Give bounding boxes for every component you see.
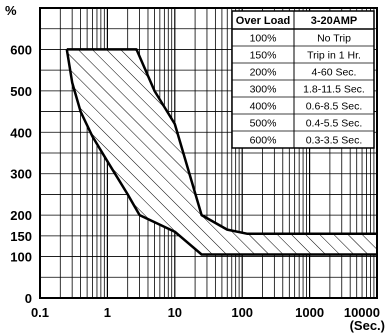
y-tick-label: 600 bbox=[10, 42, 32, 57]
overload-table: Over Load 3-20AMP 100% No Trip 150% Trip in 1… bbox=[231, 10, 375, 149]
table-cell: 0.3-3.5 Sec. bbox=[306, 135, 363, 147]
table-cell: 0.6-8.5 Sec. bbox=[306, 101, 363, 113]
table-cell: 500% bbox=[250, 118, 277, 130]
x-tick-label: 10 bbox=[168, 305, 182, 320]
table-frame bbox=[231, 10, 375, 149]
min-trip-curve bbox=[65, 49, 377, 256]
table-cell: 4-60 Sec. bbox=[312, 67, 357, 79]
table-cell: 1.8-11.5 Sec. bbox=[303, 84, 365, 96]
band-hatching bbox=[66, 49, 377, 255]
table-cell: 400% bbox=[250, 101, 277, 113]
y-tick-label: 500 bbox=[10, 84, 32, 99]
table-cell: 300% bbox=[250, 84, 277, 96]
table-cell: 600% bbox=[250, 135, 277, 147]
table-cell: 150% bbox=[250, 50, 277, 62]
table-cell: 200% bbox=[250, 67, 277, 79]
plot-frame bbox=[39, 7, 378, 299]
x-axis-ticks: 0.1 1 10 100 1000 10000 bbox=[31, 305, 380, 320]
trip-band bbox=[65, 48, 377, 256]
table-header: Over Load bbox=[236, 15, 290, 27]
y-axis-ticks: 0 100 150 200 300 400 500 600 bbox=[10, 42, 32, 306]
table-cell: 0.4-5.5 Sec. bbox=[306, 118, 363, 130]
table-cell: 100% bbox=[250, 33, 277, 45]
y-unit-label: % bbox=[5, 3, 17, 18]
y-tick-label: 300 bbox=[10, 167, 32, 182]
y-tick-label: 0 bbox=[25, 291, 32, 306]
x-tick-label: 10000 bbox=[344, 305, 380, 320]
x-tick-label: 100 bbox=[231, 305, 253, 320]
x-tick-label: 1 bbox=[104, 305, 111, 320]
y-tick-label: 100 bbox=[10, 250, 32, 265]
y-tick-label: 150 bbox=[10, 229, 32, 244]
table-cell: Trip in 1 Hr. bbox=[307, 50, 361, 62]
x-tick-label: 0.1 bbox=[31, 305, 49, 320]
y-tick-label: 200 bbox=[10, 208, 32, 223]
table-header: 3-20AMP bbox=[311, 15, 357, 27]
x-unit-label: (Sec.) bbox=[350, 318, 385, 333]
x-tick-label: 1000 bbox=[295, 305, 324, 320]
max-trip-curve bbox=[66, 48, 377, 236]
table-cell: No Trip bbox=[317, 33, 351, 45]
y-tick-label: 400 bbox=[10, 125, 32, 140]
